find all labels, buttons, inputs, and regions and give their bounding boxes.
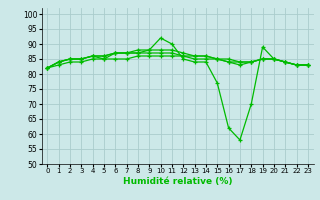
X-axis label: Humidité relative (%): Humidité relative (%): [123, 177, 232, 186]
